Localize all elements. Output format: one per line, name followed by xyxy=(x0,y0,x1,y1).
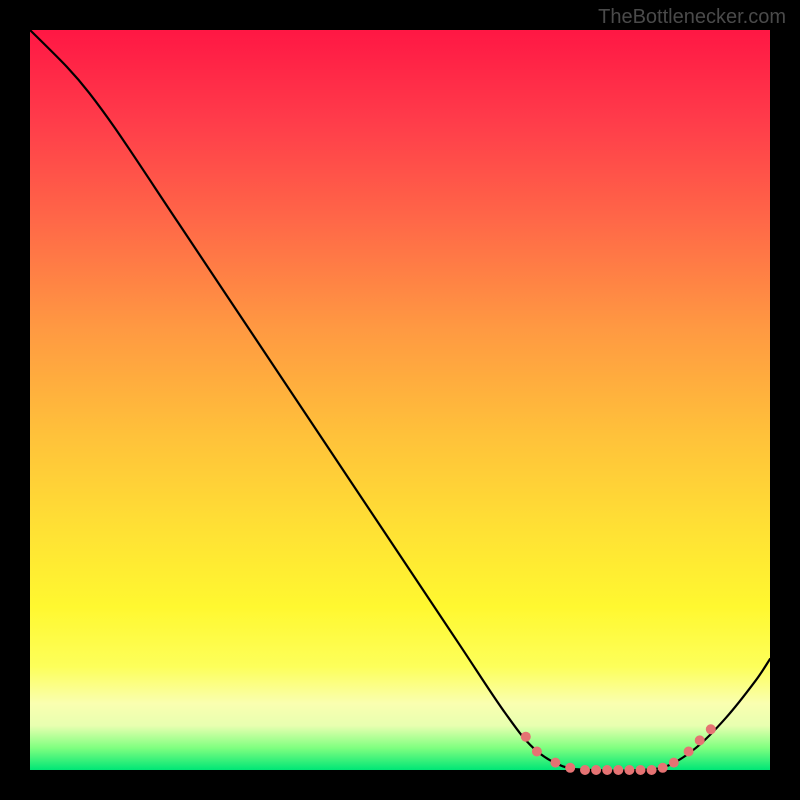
marker-point xyxy=(706,724,716,734)
gradient-background xyxy=(30,30,770,770)
marker-point xyxy=(565,763,575,773)
marker-point xyxy=(602,765,612,775)
marker-point xyxy=(613,765,623,775)
marker-point xyxy=(624,765,634,775)
marker-point xyxy=(580,765,590,775)
plot-area xyxy=(30,30,770,770)
marker-point xyxy=(591,765,601,775)
watermark-text: TheBottlenecker.com xyxy=(598,6,786,29)
marker-point xyxy=(695,735,705,745)
marker-point xyxy=(532,747,542,757)
marker-point xyxy=(521,732,531,742)
marker-point xyxy=(647,765,657,775)
marker-point xyxy=(550,758,560,768)
marker-point xyxy=(636,765,646,775)
chart-svg xyxy=(30,30,770,770)
marker-point xyxy=(684,747,694,757)
marker-point xyxy=(658,763,668,773)
marker-point xyxy=(669,758,679,768)
